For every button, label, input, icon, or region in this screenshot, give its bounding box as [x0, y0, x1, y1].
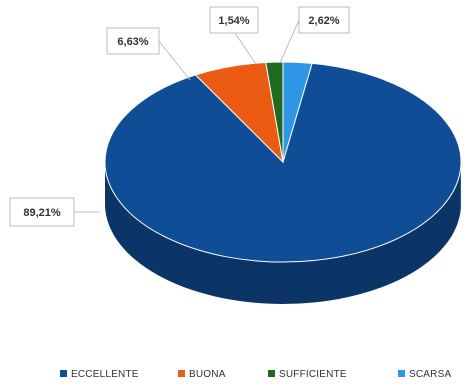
- leader-line-scarsa: [279, 19, 300, 64]
- pie-side-layer: [105, 163, 461, 305]
- leader-line-sufficiente: [234, 32, 257, 65]
- legend-swatch-scarsa: [398, 370, 405, 377]
- legend-label-buona: BUONA: [189, 369, 226, 380]
- legend: ECCELLENTE BUONA SUFFICIENTE SCARSA: [60, 369, 451, 380]
- data-label-buona: 6,63%: [117, 36, 148, 48]
- pie-slice-side-eccellente: [105, 163, 461, 305]
- data-label-box-scarsa: [298, 6, 350, 34]
- data-label-scarsa: 2,62%: [308, 15, 339, 27]
- pie-top-layer: [104, 61, 462, 263]
- legend-swatch-eccellente: [60, 370, 67, 377]
- pie-slice-sufficiente: [265, 61, 284, 163]
- legend-label-sufficiente: SUFFICIENTE: [279, 369, 347, 380]
- legend-swatch-buona: [178, 370, 185, 377]
- leader-line-buona: [158, 40, 191, 81]
- data-label-layer: 89,21% 6,63% 1,54% 2,62%: [9, 6, 350, 227]
- legend-label-eccellente: ECCELLENTE: [71, 369, 139, 380]
- data-label-box-eccellente: [9, 197, 75, 227]
- data-label-box-buona: [106, 27, 160, 55]
- data-label-eccellente: 89,21%: [23, 207, 61, 219]
- legend-label-scarsa: SCARSA: [409, 369, 451, 380]
- legend-swatch-sufficiente: [268, 370, 275, 377]
- data-label-sufficiente: 1,54%: [218, 15, 249, 27]
- data-label-box-sufficiente: [209, 6, 259, 34]
